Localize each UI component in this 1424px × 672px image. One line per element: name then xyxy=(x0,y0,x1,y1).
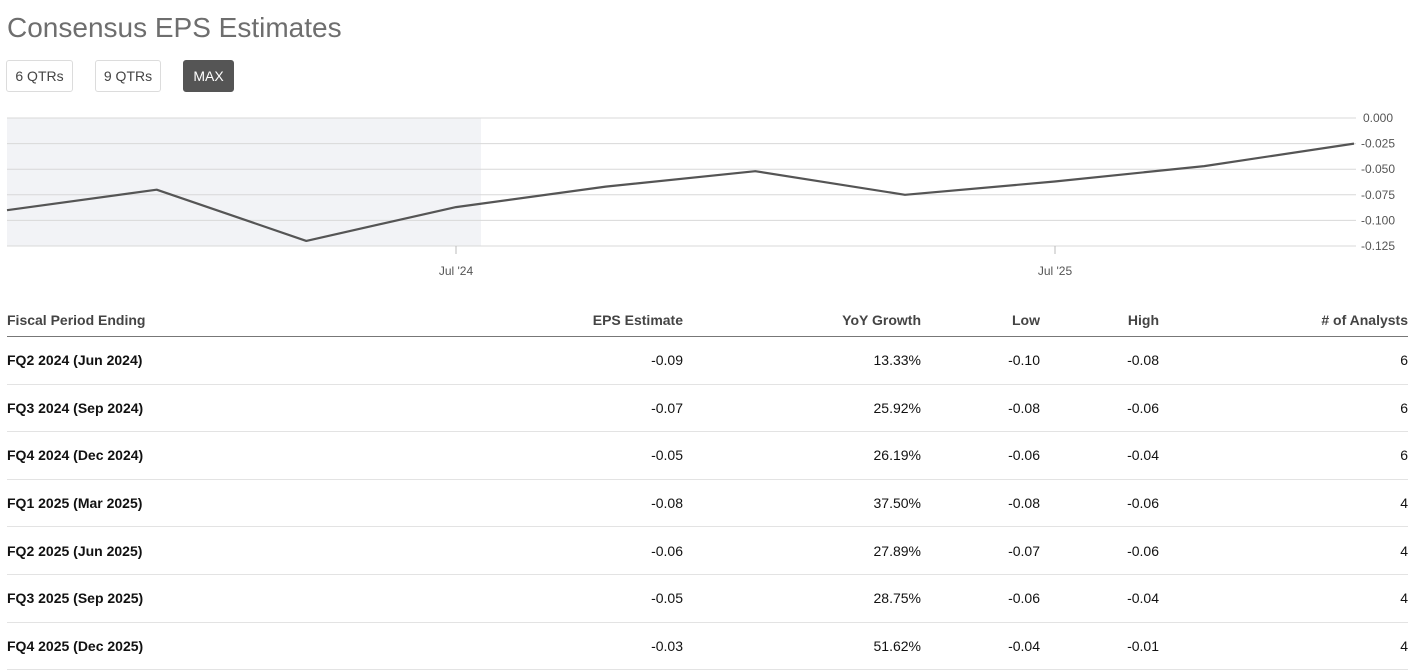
table-row: FQ3 2025 (Sep 2025) -0.05 28.75% -0.06 -0.04… xyxy=(7,575,1408,623)
cell-fiscal-period: FQ2 2025 (Jun 2025) xyxy=(7,542,143,559)
cell-eps-estimate: -0.05 xyxy=(651,447,683,464)
header-low: Low xyxy=(1012,312,1040,328)
cell-fiscal-period: FQ1 2025 (Mar 2025) xyxy=(7,495,143,512)
table-row: FQ4 2025 (Dec 2025) -0.03 51.62% -0.04 -0.01… xyxy=(7,623,1408,671)
cell-eps-estimate: -0.08 xyxy=(651,495,683,512)
cell-low: -0.10 xyxy=(1008,352,1040,369)
table-header: Fiscal Period Ending EPS Estimate YoY Gr… xyxy=(7,304,1408,337)
cell-fiscal-period: FQ4 2025 (Dec 2025) xyxy=(7,637,144,654)
history-shade xyxy=(7,118,481,246)
cell-yoy-growth: 26.19% xyxy=(873,447,921,464)
cell-high: -0.06 xyxy=(1127,495,1159,512)
cell-eps-estimate: -0.06 xyxy=(651,542,683,559)
cell-eps-estimate: -0.03 xyxy=(651,637,683,654)
cell-high: -0.06 xyxy=(1127,399,1159,416)
table-row: FQ4 2024 (Dec 2024) -0.05 26.19% -0.06 -0.04… xyxy=(7,432,1408,480)
table-row: FQ2 2025 (Jun 2025) -0.06 27.89% -0.07 -0.06… xyxy=(7,527,1408,575)
cell-num-analysts: 4 xyxy=(1400,495,1408,512)
cell-fiscal-period: FQ2 2024 (Jun 2024) xyxy=(7,352,143,369)
cell-yoy-growth: 51.62% xyxy=(873,637,921,654)
y-tick-label: -0.025 xyxy=(1361,137,1395,151)
cell-high: -0.04 xyxy=(1127,590,1159,607)
eps-series-line xyxy=(6,142,1355,242)
cell-fiscal-period: FQ3 2025 (Sep 2025) xyxy=(7,590,144,607)
y-tick-label: -0.125 xyxy=(1361,239,1395,253)
cell-num-analysts: 4 xyxy=(1400,637,1408,654)
y-tick-label: -0.100 xyxy=(1361,213,1395,227)
page-title: Consensus EPS Estimates xyxy=(7,12,342,43)
cell-fiscal-period: FQ4 2024 (Dec 2024) xyxy=(7,447,144,464)
cell-yoy-growth: 37.50% xyxy=(873,495,921,512)
range-button-9-qtrs[interactable]: 9 QTRs xyxy=(95,60,161,92)
cell-low: -0.08 xyxy=(1008,399,1040,416)
eps-chart: 0.000 -0.025 -0.050 -0.075 -0.100 -0.125 Jul '… xyxy=(6,111,1395,278)
cell-yoy-growth: 28.75% xyxy=(873,590,921,607)
cell-eps-estimate: -0.07 xyxy=(651,399,683,416)
table-row: FQ2 2024 (Jun 2024) -0.09 13.33% -0.10 -0.08… xyxy=(7,337,1408,385)
cell-high: -0.06 xyxy=(1127,542,1159,559)
cell-yoy-growth: 27.89% xyxy=(873,542,921,559)
cell-yoy-growth: 25.92% xyxy=(873,399,921,416)
table-row: FQ3 2024 (Sep 2024) -0.07 25.92% -0.08 -0.06… xyxy=(7,385,1408,433)
cell-yoy-growth: 13.33% xyxy=(873,352,921,369)
cell-num-analysts: 6 xyxy=(1400,399,1408,416)
cell-fiscal-period: FQ3 2024 (Sep 2024) xyxy=(7,399,144,416)
cell-num-analysts: 6 xyxy=(1400,352,1408,369)
cell-high: -0.04 xyxy=(1127,447,1159,464)
cell-eps-estimate: -0.09 xyxy=(651,352,683,369)
x-tick-label: Jul '25 xyxy=(1038,264,1073,278)
cell-high: -0.01 xyxy=(1127,637,1159,654)
y-tick-label: -0.075 xyxy=(1361,188,1395,202)
cell-eps-estimate: -0.05 xyxy=(651,590,683,607)
range-button-6-qtrs[interactable]: 6 QTRs xyxy=(6,60,73,92)
header-eps-estimate: EPS Estimate xyxy=(592,312,683,328)
header-fiscal-period: Fiscal Period Ending xyxy=(7,312,146,328)
cell-high: -0.08 xyxy=(1127,352,1159,369)
header-num-analysts: # of Analysts xyxy=(1321,312,1408,328)
y-tick-label: 0.000 xyxy=(1363,111,1393,125)
cell-low: -0.06 xyxy=(1008,590,1040,607)
header-high: High xyxy=(1127,312,1159,328)
cell-low: -0.06 xyxy=(1008,447,1040,464)
cell-num-analysts: 6 xyxy=(1400,447,1408,464)
range-button-max[interactable]: MAX xyxy=(183,60,234,92)
x-tick-label: Jul '24 xyxy=(439,264,474,278)
table-row: FQ1 2025 (Mar 2025) -0.08 37.50% -0.08 -0.06… xyxy=(7,480,1408,528)
cell-low: -0.08 xyxy=(1008,495,1040,512)
cell-num-analysts: 4 xyxy=(1400,590,1408,607)
cell-low: -0.07 xyxy=(1008,542,1040,559)
cell-low: -0.04 xyxy=(1008,637,1040,654)
cell-num-analysts: 4 xyxy=(1400,542,1408,559)
header-yoy-growth: YoY Growth xyxy=(842,312,921,328)
y-tick-label: -0.050 xyxy=(1361,162,1395,176)
